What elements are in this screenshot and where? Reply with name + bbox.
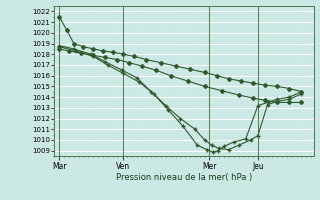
X-axis label: Pression niveau de la mer( hPa ): Pression niveau de la mer( hPa )	[116, 173, 252, 182]
